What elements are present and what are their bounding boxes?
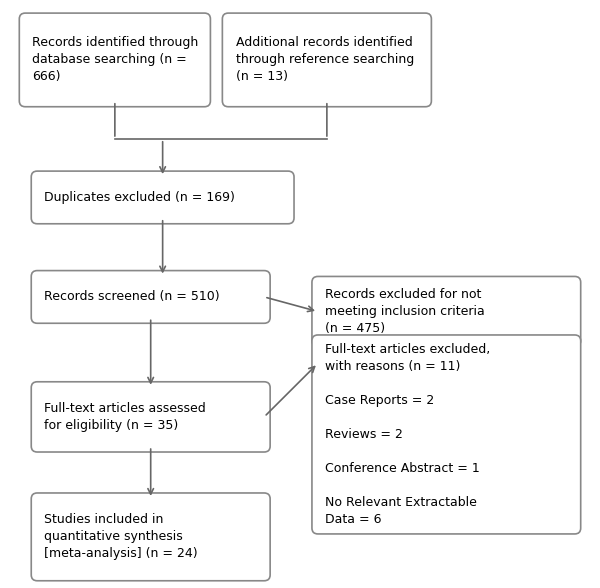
FancyBboxPatch shape	[312, 276, 581, 347]
FancyBboxPatch shape	[31, 171, 294, 224]
Text: Full-text articles excluded,
with reasons (n = 11)

Case Reports = 2

Reviews = : Full-text articles excluded, with reason…	[325, 343, 490, 526]
FancyBboxPatch shape	[31, 270, 270, 323]
Text: Additional records identified
through reference searching
(n = 13): Additional records identified through re…	[235, 36, 414, 83]
Text: Records excluded for not
meeting inclusion criteria
(n = 475): Records excluded for not meeting inclusi…	[325, 288, 485, 335]
FancyBboxPatch shape	[19, 13, 211, 107]
FancyBboxPatch shape	[312, 335, 581, 534]
Text: Studies included in
quantitative synthesis
[meta-analysis] (n = 24): Studies included in quantitative synthes…	[44, 513, 198, 560]
Text: Records screened (n = 510): Records screened (n = 510)	[44, 290, 220, 303]
Text: Full-text articles assessed
for eligibility (n = 35): Full-text articles assessed for eligibil…	[44, 402, 206, 432]
FancyBboxPatch shape	[31, 493, 270, 581]
Text: Records identified through
database searching (n =
666): Records identified through database sear…	[32, 36, 199, 83]
Text: Duplicates excluded (n = 169): Duplicates excluded (n = 169)	[44, 191, 235, 204]
FancyBboxPatch shape	[223, 13, 431, 107]
FancyBboxPatch shape	[31, 382, 270, 452]
